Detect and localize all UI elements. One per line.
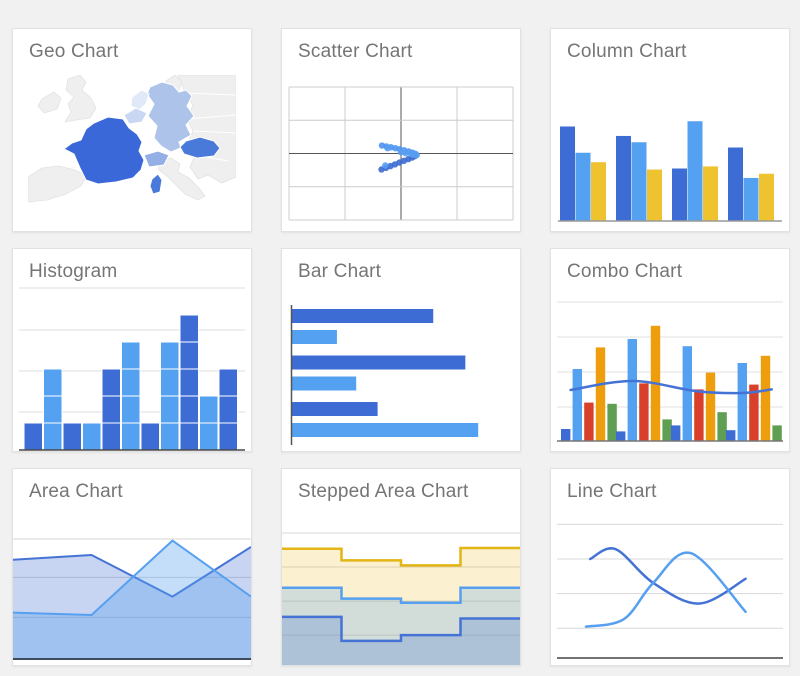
histogram-canvas	[19, 285, 245, 451]
card-title: Combo Chart	[567, 261, 683, 282]
card-bar-chart[interactable]: Bar Chart	[281, 248, 521, 452]
card-column-chart[interactable]: Column Chart	[550, 28, 790, 232]
card-title: Line Chart	[567, 481, 657, 502]
card-title: Geo Chart	[29, 41, 119, 62]
column-chart-canvas	[558, 105, 782, 223]
card-line-chart[interactable]: Line Chart	[550, 468, 790, 666]
combo-chart-canvas	[557, 279, 783, 443]
scatter-chart-canvas	[288, 85, 514, 221]
area-chart-canvas	[13, 499, 251, 665]
geo-chart-canvas	[27, 74, 237, 205]
card-stepped-area-chart[interactable]: Stepped Area Chart	[281, 468, 521, 666]
card-title: Scatter Chart	[298, 41, 413, 62]
card-scatter-chart[interactable]: Scatter Chart	[281, 28, 521, 232]
card-title: Area Chart	[29, 481, 123, 502]
card-combo-chart[interactable]: Combo Chart	[550, 248, 790, 452]
line-chart-canvas	[557, 493, 783, 665]
card-histogram[interactable]: Histogram	[12, 248, 252, 452]
bar-chart-canvas	[290, 305, 512, 451]
card-area-chart[interactable]: Area Chart	[12, 468, 252, 666]
card-title: Stepped Area Chart	[298, 481, 469, 502]
card-title: Column Chart	[567, 41, 687, 62]
card-geo-chart[interactable]: Geo Chart	[12, 28, 252, 232]
card-title: Histogram	[29, 261, 118, 282]
stepped-area-chart-canvas	[282, 499, 520, 665]
card-title: Bar Chart	[298, 261, 382, 282]
